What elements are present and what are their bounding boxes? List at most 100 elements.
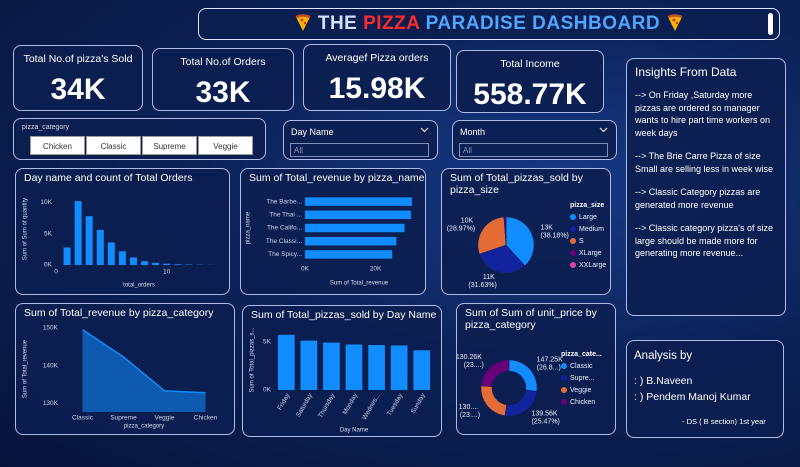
legend-marker xyxy=(570,226,576,232)
y-tick-label: 10K xyxy=(40,199,52,206)
title-part: THE xyxy=(317,13,358,34)
analysis-panel: Analysis by : ) B.Naveen : ) Pendem Mano… xyxy=(626,340,784,438)
y-tick-label: 0K xyxy=(263,387,272,394)
slicer-option[interactable]: Veggie xyxy=(198,136,253,155)
bar xyxy=(368,345,385,390)
author: : ) Pendem Manoj Kumar xyxy=(634,391,751,403)
slice xyxy=(477,216,507,255)
bar xyxy=(118,251,126,265)
bar xyxy=(152,262,160,265)
chart: 147.25K (26.8...) 139.56K (25.47%) 130....… xyxy=(457,351,602,425)
chevron[interactable] xyxy=(599,127,608,133)
legend-marker xyxy=(561,399,567,405)
title-part: PIZZA xyxy=(363,13,420,34)
chevron[interactable] xyxy=(420,127,429,133)
slicer-label: Month xyxy=(460,127,486,137)
data-label: 139.56K (25.47%) xyxy=(531,410,559,425)
legend-label: Veggie xyxy=(570,387,592,394)
category-slicer: pizza_category Chicken Classic Supreme V… xyxy=(13,118,266,160)
insights-title: Insights From Data xyxy=(635,65,737,79)
chart-panel: Sum of Total_revenue by pizza_category 1… xyxy=(15,303,235,435)
bar xyxy=(63,247,71,265)
legend-marker xyxy=(561,387,567,393)
slice xyxy=(508,359,538,392)
chart-title: Sum of Total_revenue by pizza_name xyxy=(249,172,425,184)
y-tick-label: The Thai ... xyxy=(269,212,302,219)
y-tick-label: The Barbe... xyxy=(266,198,302,205)
title-banner: THE PIZZA PARADISE DASHBOARD xyxy=(198,8,780,40)
data-label: 13K (38.18%) xyxy=(540,224,568,239)
legend-marker xyxy=(561,363,567,369)
chart: 0K 5K Friday Saturday Thursday Monday Wednes..… xyxy=(250,327,431,434)
chart: 0K 5K 10K 0 10 total_orders Sum of Sum of quan… xyxy=(23,198,215,289)
bar xyxy=(305,197,412,206)
title-part: PARADISE DASHBOARD xyxy=(425,13,661,34)
kpi-label: Total No.of pizza's Sold xyxy=(23,53,133,65)
data-label: 147.25K (26.8...) xyxy=(537,356,565,371)
bar xyxy=(107,242,115,265)
chart-panel: Sum of Sum of unit_price by pizza_catego… xyxy=(456,303,616,435)
bar xyxy=(305,236,397,246)
slicer-label: pizza_category xyxy=(22,124,70,131)
x-tick-label: Sunday xyxy=(410,392,427,415)
kpi-value: 34K xyxy=(50,73,106,106)
chart-panel: Sum of Total_revenue by pizza_name The B… xyxy=(240,168,426,295)
bar xyxy=(300,340,318,390)
insight: --> Classic Category pizzas are generate… xyxy=(635,187,761,210)
legend-label: Supre... xyxy=(570,375,595,382)
legend-label: Medium xyxy=(579,226,604,233)
chart: 13K (38.18%) 11K (31.63%) 10K (28.97%) pizz… xyxy=(447,202,607,289)
y-tick-label: The Califo... xyxy=(267,225,302,232)
y-tick-label: 0K xyxy=(44,262,53,269)
legend-title: pizza_size xyxy=(570,202,604,209)
chart-title: Day name and count of Total Orders xyxy=(24,172,193,184)
legend-label: Large xyxy=(579,214,597,221)
dropdown[interactable]: All xyxy=(290,143,429,157)
bar xyxy=(305,250,393,259)
bar xyxy=(323,342,340,390)
chart-title: Sum of Sum of unit_price by pizza_catego… xyxy=(465,307,597,331)
bar xyxy=(305,223,405,233)
pizza-icon xyxy=(667,14,683,31)
legend-title: pizza_cate... xyxy=(561,351,602,358)
chart-title: Sum of Total_pizzas_sold by pizza_size xyxy=(450,172,583,196)
x-tick-label: Classic xyxy=(72,415,94,422)
chart: 130K 140K 150K Classic Supreme Veggie Chicken p… xyxy=(23,325,218,430)
kpi-label: Averagef Pizza orders xyxy=(325,52,429,64)
slicer-option[interactable]: Supreme xyxy=(142,136,197,155)
dropdown[interactable]: All xyxy=(459,143,608,157)
y-axis-title: Sum of Total_pizzas_s... xyxy=(250,327,256,392)
slicer-option[interactable]: Chicken xyxy=(30,136,85,155)
x-tick-label: Tuesday xyxy=(386,392,405,418)
data-label: 11K (31.63%) xyxy=(468,274,496,289)
chart-title: Sum of Total_pizzas_sold by Day Name xyxy=(251,309,437,321)
kpi-card: Total No.of pizza's Sold 34K xyxy=(13,45,143,111)
pizza-icon xyxy=(295,14,311,31)
analysis-note: - DS ( B section) 1st year xyxy=(682,417,766,426)
x-tick-label: Wednes... xyxy=(361,392,382,421)
slice xyxy=(505,216,535,266)
scrollbar[interactable] xyxy=(768,13,773,35)
y-axis-title: Sum of Sum of quantity xyxy=(23,198,29,260)
bar xyxy=(174,264,182,265)
x-axis-title: total_orders xyxy=(123,283,155,289)
kpi-label: Total No.of Orders xyxy=(180,56,266,68)
bar xyxy=(129,257,137,265)
slicer-label: Day Name xyxy=(291,127,334,137)
slicer-option[interactable]: Classic xyxy=(86,136,141,155)
y-tick-label: 5K xyxy=(263,338,272,345)
x-axis-title: pizza_category xyxy=(124,424,164,430)
bar xyxy=(277,334,295,390)
legend-marker xyxy=(570,250,576,256)
line xyxy=(82,329,206,394)
bar xyxy=(85,216,93,265)
bar xyxy=(74,201,82,265)
chart: The Barbe... The Thai ... The Califo... The… xyxy=(246,197,412,287)
slice xyxy=(480,359,510,387)
kpi-card: Total No.of Orders 33K xyxy=(152,48,294,111)
y-tick-label: 150K xyxy=(43,325,59,332)
insight: --> Classic category pizza's of size lar… xyxy=(635,223,774,258)
legend-label: XXLarge xyxy=(579,262,606,269)
chart-panel: Sum of Total_pizzas_sold by pizza_size 1… xyxy=(441,168,611,295)
